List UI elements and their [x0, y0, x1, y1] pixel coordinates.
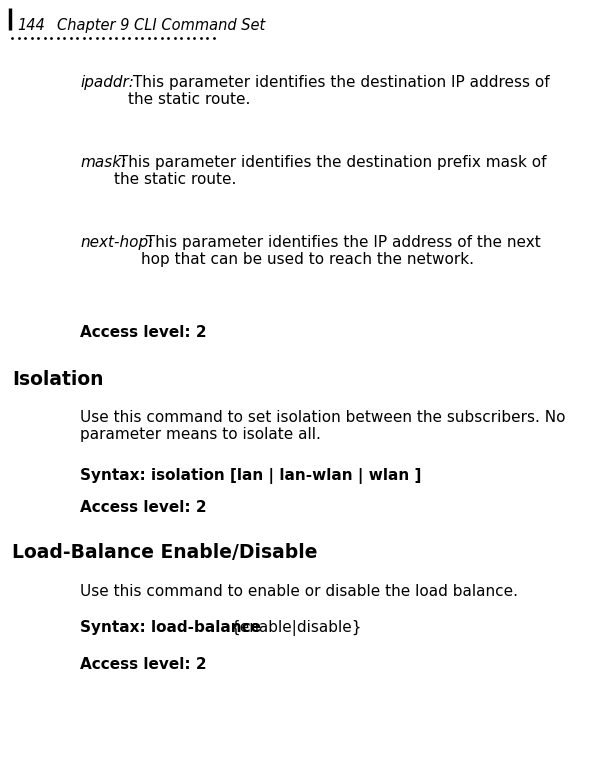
Text: Access level: 2: Access level: 2 — [80, 657, 207, 672]
Text: Chapter 9 CLI Command Set: Chapter 9 CLI Command Set — [57, 18, 265, 33]
Text: This parameter identifies the destination IP address of
the static route.: This parameter identifies the destinatio… — [128, 75, 549, 107]
Text: Access level: 2: Access level: 2 — [80, 500, 207, 515]
Text: Use this command to enable or disable the load balance.: Use this command to enable or disable th… — [80, 584, 518, 599]
Text: This parameter identifies the IP address of the next
hop that can be used to rea: This parameter identifies the IP address… — [141, 235, 541, 267]
Text: This parameter identifies the destination prefix mask of
the static route.: This parameter identifies the destinatio… — [114, 155, 547, 188]
Text: Isolation: Isolation — [12, 370, 104, 389]
Text: Syntax: isolation [lan | lan-wlan | wlan ]: Syntax: isolation [lan | lan-wlan | wlan… — [80, 468, 421, 484]
Text: Access level: 2: Access level: 2 — [80, 325, 207, 340]
Text: {enable|disable}: {enable|disable} — [230, 620, 362, 636]
Text: 144: 144 — [17, 18, 45, 33]
Text: Use this command to set isolation between the subscribers. No
parameter means to: Use this command to set isolation betwee… — [80, 410, 566, 442]
Text: mask:: mask: — [80, 155, 126, 170]
Text: ipaddr:: ipaddr: — [80, 75, 134, 90]
Text: Load-Balance Enable/Disable: Load-Balance Enable/Disable — [12, 543, 318, 562]
Text: Syntax: load-balance: Syntax: load-balance — [80, 620, 266, 635]
Text: next-hop:: next-hop: — [80, 235, 153, 250]
